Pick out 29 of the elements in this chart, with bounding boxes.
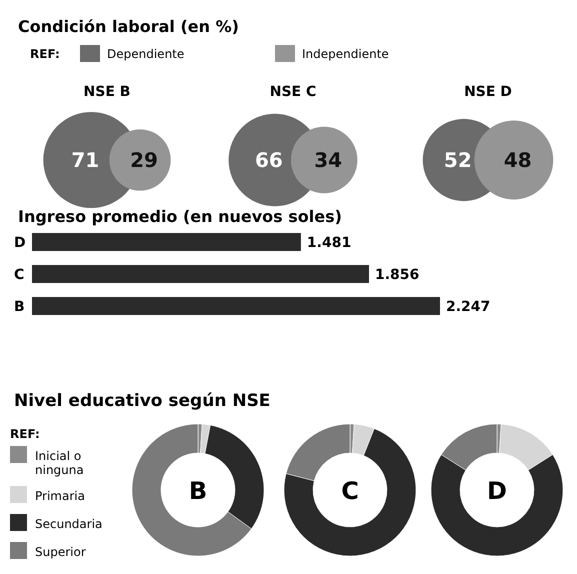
data-label: 52 [444,148,472,172]
legend-label: Superior [35,545,86,559]
category-label: NSE B [84,84,130,100]
y-tick-label: C [14,267,24,283]
legend-label: Independiente [302,47,389,61]
legend-label: Primaria [35,489,85,503]
data-label: 2.247 [446,299,490,315]
data-label: 48 [504,148,532,172]
y-tick-label: D [14,235,26,251]
slice-label: D [487,477,507,505]
data-label: 1.856 [375,267,420,283]
legend-label: Inicial o ninguna [35,449,84,477]
category-label: NSE C [270,84,316,100]
legend-title: REF: [30,47,60,61]
category-label: NSE D [464,84,512,100]
text: Condición laboral (en %) [18,17,239,36]
data-label: 1.481 [306,235,352,251]
slice-label: B [188,477,208,505]
data-label: 29 [130,148,158,172]
y-tick-label: B [14,299,25,315]
chart-title: Ingreso promedio (en nuevos soles) [18,207,342,226]
data-label: 34 [314,148,342,172]
chart-title: Nivel educativo según NSE [14,391,270,411]
data-label: 66 [254,148,283,172]
legend-label: Secundaria [35,517,102,531]
data-label: 71 [71,148,100,172]
slice-label: C [341,477,359,505]
legend-title: REF: [10,427,40,441]
legend-label: Dependiente [107,47,184,61]
